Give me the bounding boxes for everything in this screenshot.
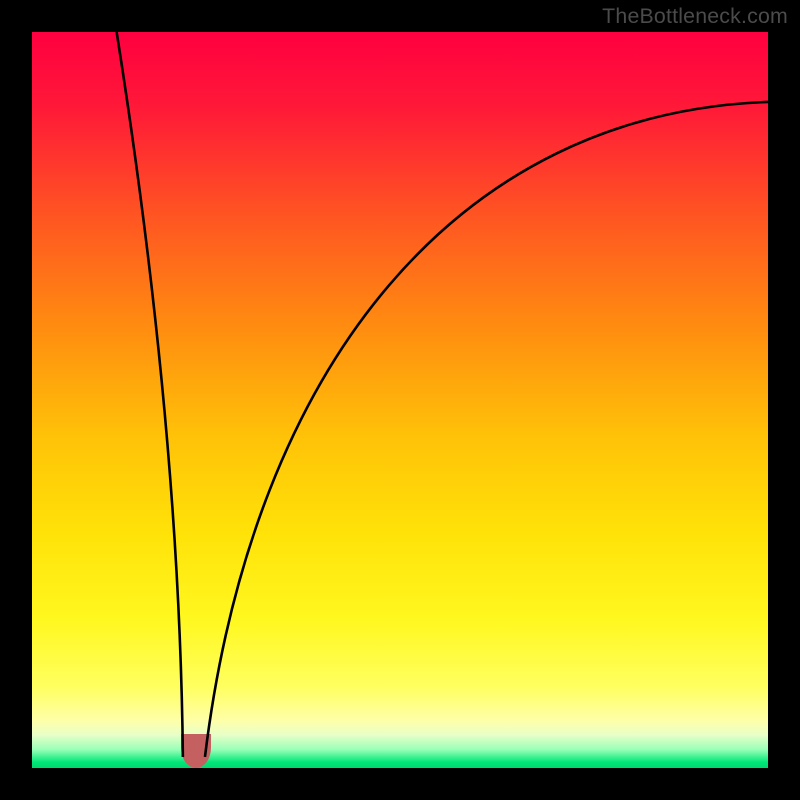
plot-area [32, 32, 768, 768]
watermark-text: TheBottleneck.com [602, 4, 788, 29]
figure-container: TheBottleneck.com [0, 0, 800, 800]
curve-right-branch [205, 102, 768, 757]
bottleneck-curve [32, 32, 768, 768]
curve-left-branch [117, 32, 183, 757]
